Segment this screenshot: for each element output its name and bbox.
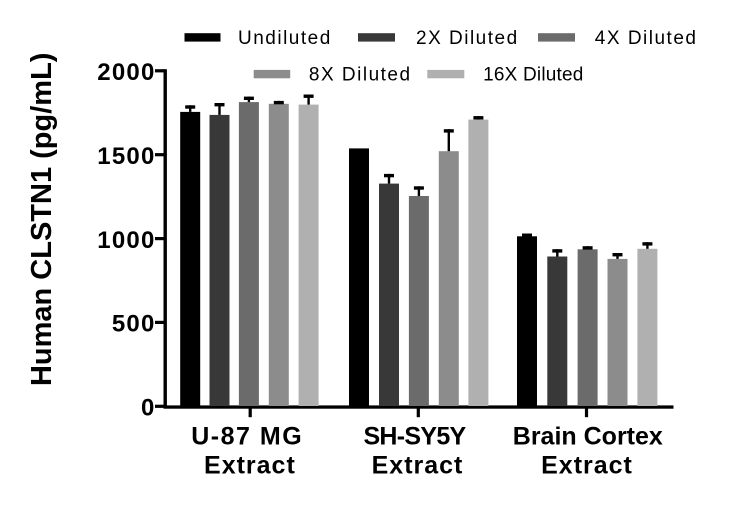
svg-text:1000: 1000 [97,227,155,254]
svg-text:1500: 1500 [97,143,155,170]
svg-text:Extract: Extract [204,451,296,479]
svg-text:Extract: Extract [372,451,464,479]
svg-text:U-87 MG: U-87 MG [191,422,303,450]
svg-text:8X Diluted: 8X Diluted [309,65,412,86]
svg-text:Extract: Extract [541,451,633,479]
svg-text:Undiluted: Undiluted [238,28,332,49]
svg-text:2000: 2000 [97,59,155,86]
svg-text:2X Diluted: 2X Diluted [416,28,519,49]
svg-text:4X Diluted: 4X Diluted [595,28,698,49]
svg-text:0: 0 [141,395,156,422]
svg-text:SH-SY5Y: SH-SY5Y [363,422,466,450]
svg-text:Brain Cortex: Brain Cortex [513,422,663,450]
svg-text:Human CLSTN1 (pg/mL): Human CLSTN1 (pg/mL) [26,53,58,387]
svg-text:16X Diluted: 16X Diluted [483,65,583,86]
svg-text:500: 500 [112,311,156,338]
